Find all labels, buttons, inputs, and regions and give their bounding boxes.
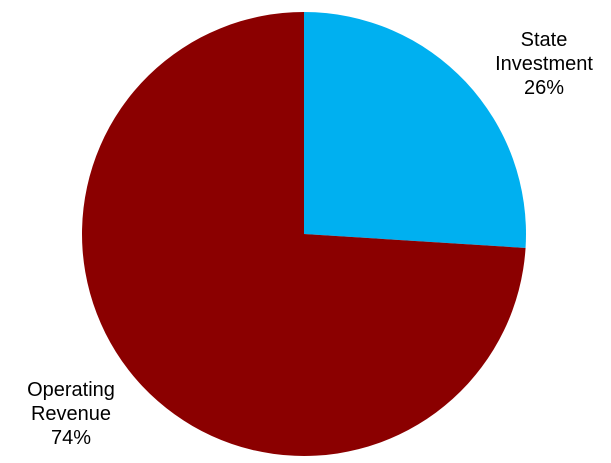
slices-layer xyxy=(81,12,527,456)
slice-name-label-state-investment: Investment xyxy=(495,53,593,75)
slice-name-label-state-investment: State xyxy=(521,29,568,51)
pie-slice-operating-revenue xyxy=(81,12,526,456)
slice-name-label-operating-revenue: Operating xyxy=(27,379,115,401)
slice-value-label-state-investment: 26% xyxy=(524,77,564,99)
slice-name-label-operating-revenue: Revenue xyxy=(31,403,111,425)
pie-slice-state-investment xyxy=(304,12,527,248)
slice-value-label-operating-revenue: 74% xyxy=(51,427,91,449)
